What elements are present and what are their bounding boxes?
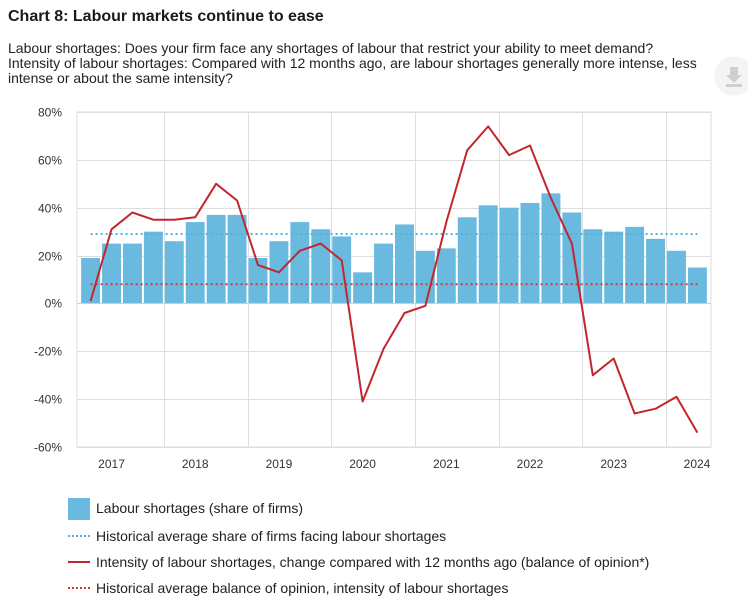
bar <box>122 243 142 304</box>
x-tick-label: 2022 <box>517 457 544 471</box>
x-tick-label: 2023 <box>600 457 627 471</box>
y-tick-label: -60% <box>34 441 62 455</box>
x-tick-label: 2024 <box>684 457 711 471</box>
legend-label-line-average: Historical average balance of opinion, i… <box>96 580 509 596</box>
download-icon <box>726 67 742 87</box>
y-tick-label: -40% <box>34 393 62 407</box>
x-tick-label: 2018 <box>182 457 209 471</box>
bar <box>520 202 540 304</box>
bar <box>604 231 624 304</box>
legend-swatch-line-average <box>68 587 90 589</box>
legend-swatch-bars <box>68 498 90 520</box>
legend-label-bar-average: Historical average share of firms facing… <box>96 528 447 544</box>
chart-title: Chart 8: Labour markets continue to ease <box>8 8 324 25</box>
legend-label-line: Intensity of labour shortages, change co… <box>96 554 650 570</box>
bar <box>541 193 561 304</box>
x-tick-label: 2020 <box>349 457 376 471</box>
bar <box>185 222 205 304</box>
x-tick-label: 2017 <box>98 457 125 471</box>
bar <box>164 241 184 304</box>
bar <box>646 238 666 304</box>
chart-subtitle: Labour shortages: Does your firm face an… <box>8 41 720 86</box>
y-tick-label: 20% <box>38 250 62 264</box>
bar <box>248 257 268 304</box>
bar <box>457 217 477 304</box>
y-tick-label: 60% <box>38 154 62 168</box>
bar <box>583 229 603 304</box>
bar <box>374 243 393 304</box>
x-tick-label: 2021 <box>433 457 460 471</box>
legend-swatch-line <box>68 561 90 563</box>
y-tick-label: 40% <box>38 202 62 216</box>
x-tick-label: 2019 <box>266 457 293 471</box>
subtitle-line-2: Intensity of labour shortages: Compared … <box>8 55 697 71</box>
bar <box>625 226 645 304</box>
bar <box>311 229 331 304</box>
bar <box>353 272 373 304</box>
bar <box>687 267 707 304</box>
y-tick-label: -20% <box>34 345 62 359</box>
download-button[interactable] <box>716 58 748 94</box>
intensity-line <box>89 125 699 434</box>
bar <box>227 214 247 304</box>
bar <box>436 248 456 304</box>
bar <box>499 207 519 304</box>
bar <box>332 236 352 304</box>
bar <box>206 214 226 304</box>
bar <box>102 243 121 304</box>
bar <box>290 222 310 304</box>
bar <box>143 231 163 304</box>
legend-label-bars: Labour shortages (share of firms) <box>96 500 303 516</box>
y-tick-label: 80% <box>38 106 62 120</box>
y-tick-label: 0% <box>45 297 63 311</box>
subtitle-line-1: Labour shortages: Does your firm face an… <box>8 40 654 56</box>
bar <box>478 205 498 304</box>
bar <box>667 250 686 304</box>
subtitle-line-3: intense or about the same intensity? <box>8 70 233 86</box>
bar <box>81 257 101 304</box>
chart-plot: 80% 60% 40% 20% 0% -20% -40% -60% 2017 2018 2019 20… <box>34 106 712 471</box>
bar <box>395 224 414 304</box>
legend-swatch-bar-average <box>68 535 90 537</box>
